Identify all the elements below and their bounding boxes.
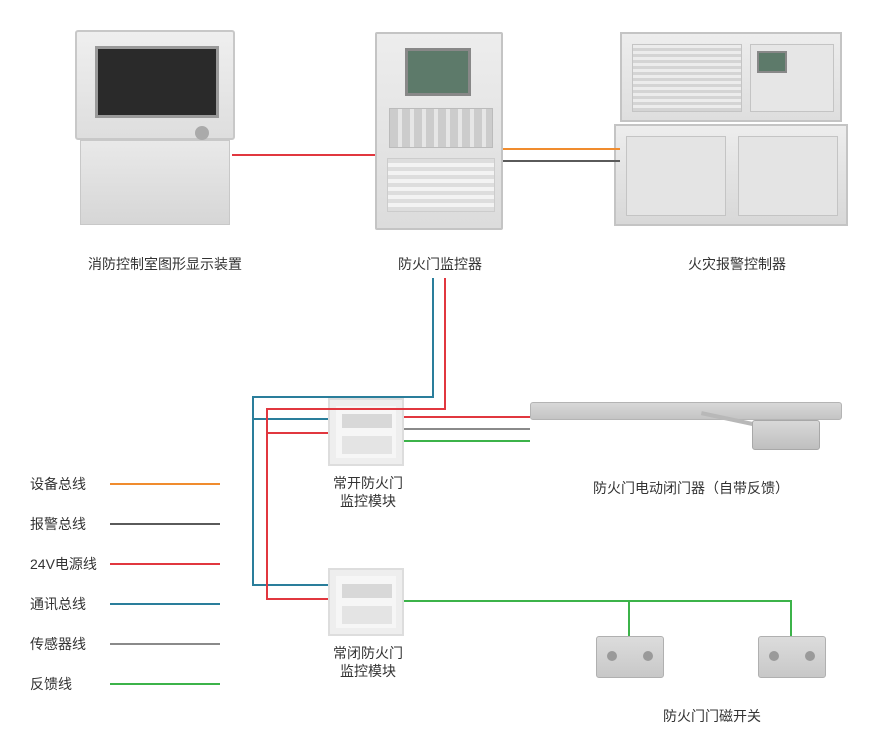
wire-power-to-modA (266, 432, 328, 434)
module-closed (328, 568, 404, 636)
alarm-display (750, 44, 834, 112)
alarm-slots (632, 44, 742, 112)
module-open-label-l1: 常开防火门 (333, 475, 403, 491)
wire-alarm-top-right (503, 160, 620, 162)
wire-power-modA-closer (404, 416, 530, 418)
module-open-label: 常开防火门 监控模块 (328, 474, 408, 510)
legend-line (110, 483, 220, 485)
wire-feedback-modB-h (404, 600, 792, 602)
wire-power-to-modB (266, 598, 328, 600)
alarm-controller-top (620, 32, 842, 122)
module-open-label-l2: 监控模块 (340, 493, 396, 509)
legend-row: 报警总线 (30, 514, 220, 534)
panel-label: 防火门监控器 (390, 254, 490, 274)
panel-keypad (389, 108, 493, 148)
wire-power-panel-down (444, 278, 446, 410)
legend-line (110, 603, 220, 605)
alarm-controller-cabinet (614, 124, 848, 226)
wire-comm-panel-down (432, 278, 434, 398)
door-closer-bar (530, 402, 842, 420)
fire-door-panel (375, 32, 503, 230)
module-closed-label: 常闭防火门 监控模块 (328, 644, 408, 680)
wire-sensor-modA-closer (404, 428, 530, 430)
closer-label: 防火门电动闭门器（自带反馈） (576, 478, 806, 498)
legend-label: 报警总线 (30, 514, 104, 534)
wire-power-v1 (266, 408, 268, 600)
legend-row: 反馈线 (30, 674, 220, 694)
wire-comm-h1 (252, 396, 432, 398)
legend-line (110, 683, 220, 685)
legend-label: 设备总线 (30, 474, 104, 494)
module-closed-label-l1: 常闭防火门 (333, 645, 403, 661)
legend-line (110, 523, 220, 525)
wire-feedback-mag1-v (628, 600, 630, 636)
console-joystick (195, 126, 209, 140)
legend-row: 通讯总线 (30, 594, 220, 614)
console-label: 消防控制室图形显示装置 (80, 254, 250, 274)
wire-comm-v1 (252, 396, 254, 586)
magnet-switch-1 (596, 636, 664, 678)
console-monitor (75, 30, 235, 140)
console-base (80, 140, 230, 225)
door-closer-motor (752, 420, 820, 450)
wire-feedback-mag2-v (790, 600, 792, 636)
legend-row: 设备总线 (30, 474, 220, 494)
legend-label: 传感器线 (30, 634, 104, 654)
wire-power-top-left (232, 154, 375, 156)
legend-line (110, 643, 220, 645)
legend-row: 24V电源线 (30, 554, 220, 574)
legend-label: 24V电源线 (30, 554, 104, 574)
wire-power-h1 (266, 408, 444, 410)
legend-line (110, 563, 220, 565)
panel-screen (405, 48, 471, 96)
wire-comm-to-modA (252, 418, 328, 420)
legend-label: 通讯总线 (30, 594, 104, 614)
legend-row: 传感器线 (30, 634, 220, 654)
cabinet-label: 火灾报警控制器 (682, 254, 792, 274)
wire-device-top-right (503, 148, 620, 150)
cabinet-door-left (626, 136, 726, 216)
magnet-label: 防火门门磁开关 (652, 706, 772, 726)
alarm-screen (757, 51, 787, 73)
magnet-switch-2 (758, 636, 826, 678)
cabinet-door-right (738, 136, 838, 216)
legend-label: 反馈线 (30, 674, 104, 694)
panel-indicator-grid (387, 158, 495, 212)
wire-feedback-modA-closer (404, 440, 530, 442)
wire-comm-to-modB (252, 584, 328, 586)
console-screen (95, 46, 219, 118)
module-closed-label-l2: 监控模块 (340, 663, 396, 679)
